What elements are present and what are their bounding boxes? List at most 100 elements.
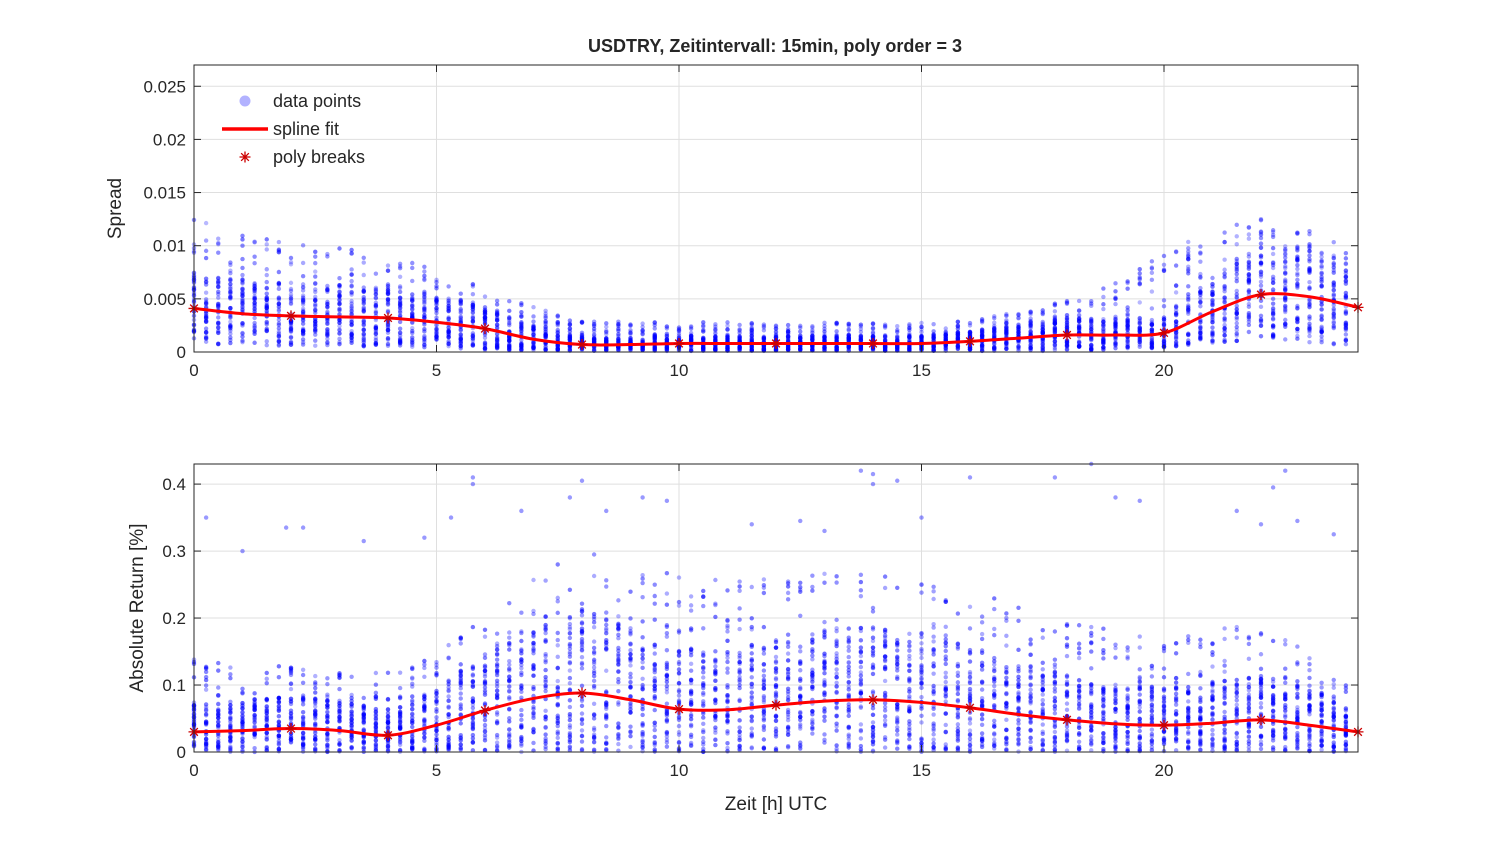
data-point	[556, 721, 560, 725]
data-point	[1041, 308, 1045, 312]
data-point	[519, 324, 523, 328]
data-point	[992, 321, 996, 325]
data-point	[204, 665, 208, 669]
data-point	[640, 321, 644, 325]
data-point	[1150, 327, 1154, 331]
data-point	[240, 273, 244, 277]
data-point	[459, 696, 463, 700]
data-point	[434, 311, 438, 315]
data-point	[459, 291, 463, 295]
data-point	[580, 645, 584, 649]
data-point	[471, 706, 475, 710]
data-point	[1198, 335, 1202, 339]
data-point	[446, 699, 450, 703]
data-point	[1344, 296, 1348, 300]
data-point	[1089, 319, 1093, 323]
data-point	[580, 699, 584, 703]
data-point	[628, 324, 632, 328]
data-point	[871, 327, 875, 331]
data-point	[434, 698, 438, 702]
data-point	[580, 626, 584, 630]
data-point	[301, 243, 305, 247]
data-point	[277, 240, 281, 244]
data-point	[240, 340, 244, 344]
data-point	[410, 261, 414, 265]
data-point	[568, 588, 572, 592]
data-point	[1222, 258, 1226, 262]
data-point	[1247, 275, 1251, 279]
data-point	[1259, 324, 1263, 328]
data-point	[944, 333, 948, 337]
data-point	[228, 260, 232, 264]
data-point	[725, 346, 729, 350]
data-point	[1138, 300, 1142, 304]
data-point	[531, 741, 535, 745]
data-point	[252, 301, 256, 305]
data-point	[1271, 287, 1275, 291]
data-point	[398, 284, 402, 288]
data-point	[956, 320, 960, 324]
data-point	[883, 325, 887, 329]
data-point	[301, 668, 305, 672]
data-point	[362, 260, 366, 264]
data-point	[1319, 284, 1323, 288]
data-point	[459, 691, 463, 695]
data-point	[1247, 261, 1251, 265]
data-point	[337, 294, 341, 298]
data-point	[325, 719, 329, 723]
data-point	[277, 664, 281, 668]
data-point	[1271, 228, 1275, 232]
data-point	[519, 671, 523, 675]
data-point	[446, 747, 450, 751]
data-point	[204, 282, 208, 286]
data-point	[1125, 321, 1129, 325]
data-point	[1319, 271, 1323, 275]
data-point	[507, 667, 511, 671]
data-point	[725, 327, 729, 331]
data-point	[277, 696, 281, 700]
data-point	[434, 300, 438, 304]
data-point	[289, 716, 293, 720]
data-point	[580, 711, 584, 715]
data-point	[483, 729, 487, 733]
data-point	[931, 322, 935, 326]
legend-label: spline fit	[273, 119, 339, 139]
data-point	[495, 644, 499, 648]
data-point	[1198, 289, 1202, 293]
data-point	[1198, 296, 1202, 300]
data-point	[1295, 263, 1299, 267]
data-point	[228, 665, 232, 669]
data-point	[1332, 316, 1336, 320]
data-point	[1332, 256, 1336, 260]
data-point	[410, 307, 414, 311]
data-point	[1174, 313, 1178, 317]
data-point	[1307, 334, 1311, 338]
data-point	[531, 344, 535, 348]
data-point	[398, 290, 402, 294]
data-point	[313, 250, 317, 254]
data-point	[265, 343, 269, 347]
data-point	[568, 705, 572, 709]
data-point	[1344, 251, 1348, 255]
data-point	[580, 684, 584, 688]
data-point	[313, 332, 317, 336]
data-point	[822, 327, 826, 331]
data-point	[1319, 326, 1323, 330]
data-point	[653, 334, 657, 338]
data-point	[265, 714, 269, 718]
data-point	[228, 286, 232, 290]
data-point	[1259, 246, 1263, 250]
data-point	[410, 700, 414, 704]
data-point	[919, 330, 923, 334]
data-point	[252, 704, 256, 708]
data-point	[980, 334, 984, 338]
data-point	[1259, 317, 1263, 321]
data-point	[556, 347, 560, 351]
data-point	[543, 741, 547, 745]
data-point	[847, 345, 851, 349]
data-point	[556, 321, 560, 325]
data-point	[1259, 217, 1263, 221]
data-point	[628, 336, 632, 340]
data-point	[252, 700, 256, 704]
data-point	[713, 324, 717, 328]
